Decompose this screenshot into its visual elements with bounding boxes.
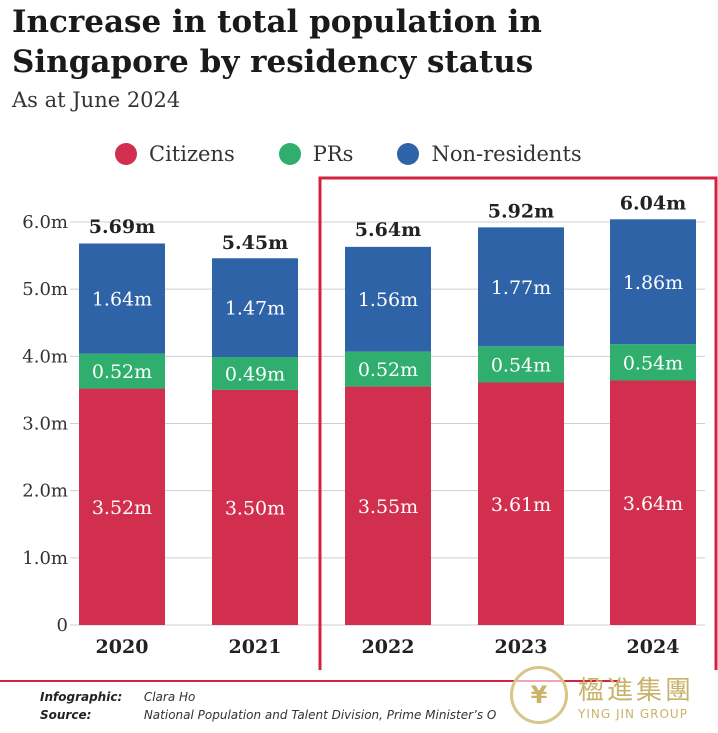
bar-segment-prs — [345, 351, 431, 387]
x-tick-label: 2024 — [627, 636, 680, 658]
legend-swatch-non-residents — [397, 143, 420, 165]
bar-segment-citizens — [478, 382, 564, 625]
data-label: 3.64m — [623, 493, 683, 515]
bar-segment-non-residents — [610, 219, 696, 345]
source-label: Source: — [40, 708, 92, 722]
x-tick-label: 2023 — [495, 636, 548, 658]
y-tick-label: 1.0m — [22, 548, 68, 569]
bar-segment-non-residents — [478, 227, 564, 347]
bar-segment-prs — [478, 346, 564, 383]
bar-segment-citizens — [212, 389, 298, 625]
chart-subtitle: As at June 2024 — [12, 88, 181, 112]
total-label: 5.92m — [488, 200, 554, 222]
bar-segment-non-residents — [79, 243, 165, 354]
legend-label-prs: PRs — [312, 142, 354, 166]
y-tick-label: 6.0m — [22, 212, 68, 233]
data-label: 0.52m — [92, 361, 152, 383]
legend-item-prs: PRs — [278, 142, 354, 166]
bar-segment-citizens — [79, 388, 165, 625]
data-label: 3.55m — [358, 496, 418, 518]
footer-divider — [0, 680, 620, 682]
data-label: 1.64m — [92, 289, 152, 311]
legend-swatch-citizens — [115, 143, 137, 165]
infographic-label: Infographic: — [40, 690, 123, 704]
y-tick-label: 0 — [57, 615, 68, 636]
infographic-value: Clara Ho — [143, 690, 196, 704]
total-label: 5.45m — [222, 232, 288, 254]
bar-segment-citizens — [345, 386, 431, 625]
watermark: ¥ 楹進集團 YING JIN GROUP — [510, 660, 715, 730]
highlight-box — [318, 176, 718, 670]
total-label: 5.64m — [355, 219, 421, 241]
x-tick-label: 2022 — [362, 636, 415, 658]
bar-segment-non-residents — [212, 258, 298, 358]
watermark-english: YING JIN GROUP — [578, 706, 688, 721]
stacked-bar-chart: 0 1.0m 2.0m 3.0m 4.0m 5.0m 6.0m 3.52m 0.52m 1.64m… — [22, 176, 718, 670]
data-label: 1.47m — [225, 298, 285, 320]
watermark-chinese: 楹進集團 — [578, 675, 695, 706]
y-tick-label: 5.0m — [22, 279, 68, 300]
y-tick-label: 3.0m — [22, 414, 68, 435]
data-label: 0.54m — [623, 352, 683, 374]
data-label: 0.52m — [358, 359, 418, 381]
data-label: 3.52m — [92, 497, 152, 519]
data-label: 3.61m — [491, 494, 551, 516]
x-tick-label: 2021 — [229, 636, 282, 658]
y-tick-label: 4.0m — [22, 346, 68, 367]
legend-item-citizens: Citizens — [115, 142, 235, 166]
bar-segment-non-residents — [345, 246, 431, 352]
legend-swatch-prs — [278, 143, 301, 165]
data-label: 1.86m — [623, 272, 683, 294]
bar-segment-prs — [610, 344, 696, 381]
bar-segment-prs — [79, 353, 165, 389]
data-label: 0.49m — [225, 363, 285, 385]
source-credit: Source: National Population and Talent D… — [40, 708, 496, 722]
bar-segment-citizens — [610, 380, 696, 625]
infographic-credit: Infographic: Clara Ho — [40, 690, 195, 704]
bar-segment-prs — [212, 357, 298, 390]
legend: Citizens PRs Non-residents — [115, 140, 626, 168]
data-label: 1.77m — [491, 277, 551, 299]
legend-item-non-residents: Non-residents — [397, 142, 582, 166]
data-label: 0.54m — [491, 354, 551, 376]
legend-label-non-residents: Non-residents — [431, 142, 582, 166]
ying-jin-logo-icon: ¥ — [510, 666, 568, 724]
data-label: 1.56m — [358, 289, 418, 311]
total-label: 6.04m — [620, 192, 686, 214]
x-tick-label: 2020 — [96, 636, 149, 658]
source-value: National Population and Talent Division,… — [143, 708, 497, 722]
total-label: 5.69m — [89, 216, 155, 238]
y-tick-label: 2.0m — [22, 481, 68, 502]
data-label: 3.50m — [225, 497, 285, 519]
legend-label-citizens: Citizens — [149, 142, 235, 166]
chart-title: Increase in total population in Singapor… — [12, 4, 542, 80]
